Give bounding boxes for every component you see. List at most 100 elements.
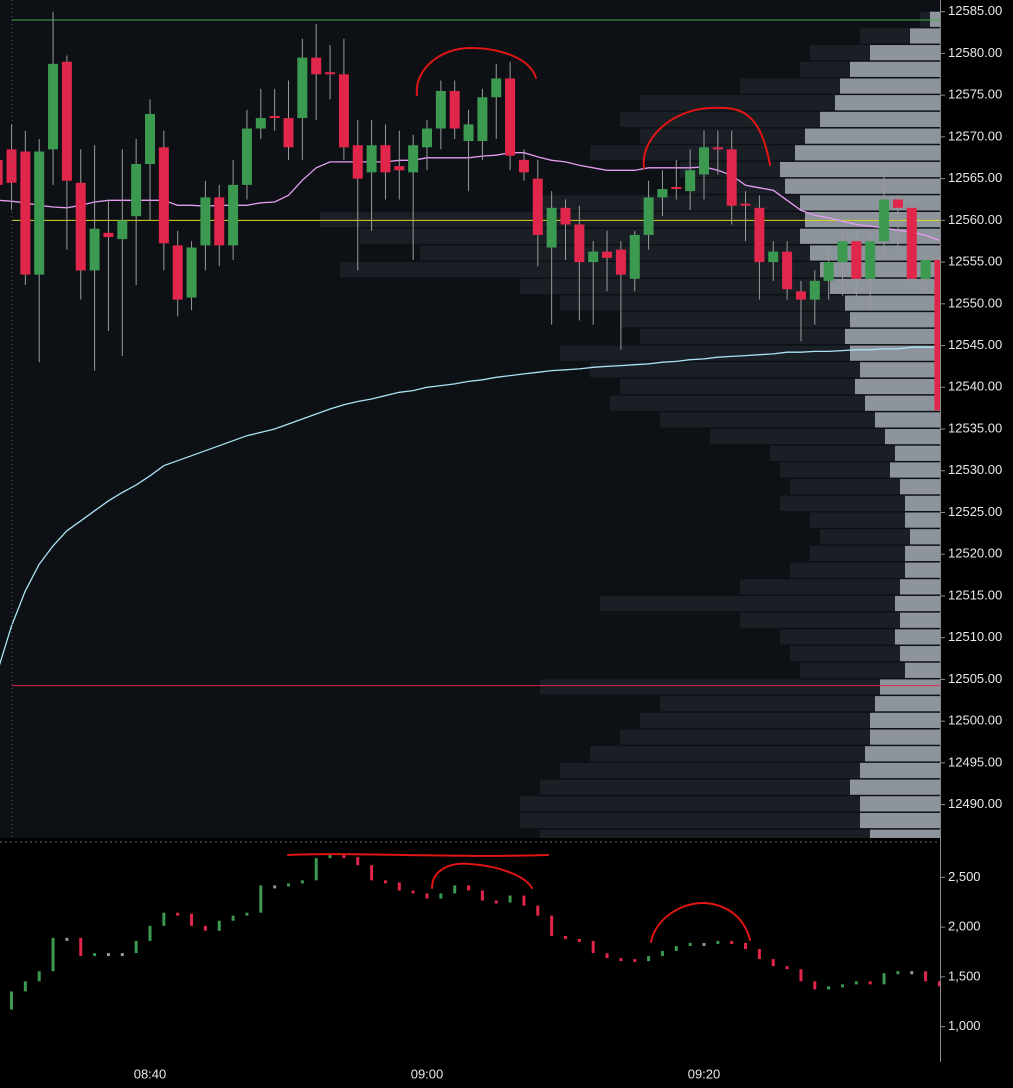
y-tick-label: 12565.00 — [948, 170, 1002, 185]
candle-body — [338, 74, 349, 148]
indicator-bar — [300, 880, 304, 884]
profile-bar — [560, 762, 940, 779]
indicator-bar — [744, 942, 748, 950]
indicator-bar — [660, 951, 664, 957]
indicator-bar — [65, 937, 69, 941]
candle-body — [103, 232, 114, 238]
indicator-bar — [841, 984, 844, 988]
profile-bar — [540, 679, 940, 695]
profile-bar — [845, 295, 940, 311]
candle-body — [879, 199, 890, 242]
candle-body — [311, 57, 322, 75]
indicator-bar — [577, 938, 581, 942]
indicator-bar — [51, 937, 55, 972]
hand-drawn-line — [287, 853, 549, 857]
indicator-bar — [619, 958, 623, 962]
candle-body — [754, 207, 765, 263]
indicator-bar — [134, 940, 138, 954]
candle-body — [782, 251, 793, 290]
indicator-bar — [605, 953, 609, 959]
profile-bar — [540, 829, 940, 838]
candle-body — [726, 149, 737, 206]
profile-bar — [885, 429, 940, 445]
indicator-bar — [93, 953, 97, 957]
candle-body — [505, 78, 516, 156]
indicator-bar — [106, 953, 110, 957]
candle-body — [145, 113, 155, 165]
profile-bar — [520, 796, 940, 812]
indicator-bar — [467, 885, 471, 891]
profile-bar — [660, 696, 940, 712]
profile-bar — [640, 712, 940, 728]
y-tick-label: 12505.00 — [948, 671, 1002, 686]
y-tick-label: 12495.00 — [948, 754, 1002, 769]
profile-bar — [820, 111, 940, 128]
profile-bar — [870, 829, 940, 838]
candle-body — [768, 251, 779, 263]
candle-body — [48, 63, 59, 150]
indicator-bar — [259, 885, 263, 913]
candle-body — [657, 189, 668, 198]
indicator-bar — [397, 882, 401, 891]
profile-bar — [930, 11, 940, 27]
indicator-bar — [203, 925, 207, 931]
profile-bar — [870, 729, 940, 745]
candle-body — [75, 182, 86, 271]
hand-drawn-arc — [642, 106, 771, 169]
profile-bar — [895, 445, 940, 461]
y-tick-label: 12510.00 — [948, 629, 1002, 644]
indicator-bar — [453, 885, 457, 894]
candle-body — [200, 197, 211, 246]
indicator-bar — [425, 893, 429, 899]
price-plot — [0, 11, 940, 838]
candle-body — [172, 245, 183, 300]
indicator-bar — [190, 913, 194, 926]
candle-body — [228, 184, 239, 246]
profile-bar — [905, 512, 940, 528]
y-tick-label: 12555.00 — [948, 254, 1002, 269]
candle-body — [865, 241, 876, 279]
indicator-bar — [937, 981, 940, 987]
candle-body — [117, 220, 128, 240]
candle-body — [491, 78, 502, 98]
profile-bar — [850, 312, 940, 328]
indicator-bar — [910, 971, 914, 975]
profile-bar — [905, 495, 940, 511]
indicator-bar — [10, 991, 13, 1010]
profile-bar — [850, 61, 940, 77]
profile-bar — [740, 579, 940, 595]
indicator-bar — [383, 880, 387, 884]
y-tick-label: 12570.00 — [948, 128, 1002, 143]
candle-body — [560, 207, 571, 225]
profile-bar — [805, 128, 940, 144]
candle-body — [297, 57, 308, 119]
hand-drawn-arc — [415, 46, 537, 96]
candle-body — [380, 145, 391, 173]
candle-body — [366, 145, 377, 173]
indicator-bar — [868, 981, 872, 985]
profile-bar — [860, 796, 940, 812]
candle-body — [546, 207, 557, 248]
hand-drawn-annotations — [287, 46, 771, 943]
indicator-bar — [79, 937, 83, 957]
indicator-bar — [508, 895, 512, 903]
candle-body — [435, 90, 446, 129]
candle-body — [615, 249, 626, 275]
x-tick-label: 08:40 — [134, 1066, 167, 1081]
candle-body — [214, 197, 225, 246]
indicator-bar — [799, 969, 803, 982]
profile-bar — [860, 762, 940, 779]
profile-bar — [790, 562, 940, 578]
profile-bar — [830, 278, 940, 294]
indicator-plot — [10, 855, 940, 1010]
candle-body — [325, 72, 336, 75]
candle-body — [837, 241, 848, 263]
profile-bar — [805, 212, 940, 228]
y-tick-label: 1,500 — [948, 968, 981, 983]
x-tick-label: 09:00 — [411, 1066, 444, 1081]
y-tick-label: 12520.00 — [948, 546, 1002, 561]
indicator-bar — [439, 893, 443, 899]
axes: 12585.00 12580.00 12575.00 12570.00 12565.00… — [134, 3, 1003, 1081]
candle-body — [241, 128, 252, 185]
candle-body — [518, 159, 529, 173]
